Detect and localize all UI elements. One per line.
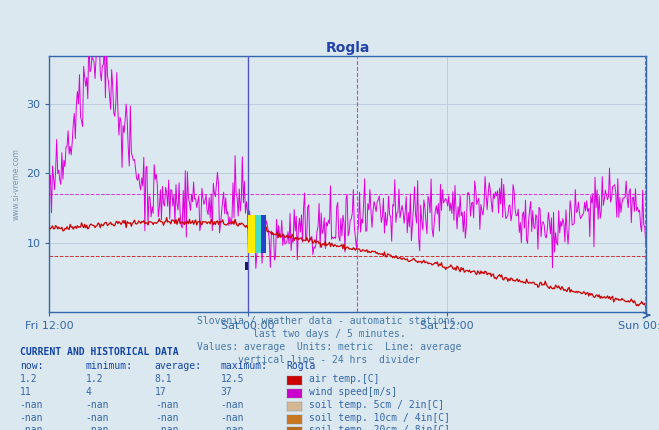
Title: Rogla: Rogla xyxy=(326,41,370,55)
Bar xyxy=(261,215,266,253)
Text: last two days / 5 minutes.: last two days / 5 minutes. xyxy=(253,329,406,339)
Text: Rogla: Rogla xyxy=(287,361,316,371)
Text: 37: 37 xyxy=(221,387,233,397)
Bar xyxy=(248,215,256,253)
Text: 4: 4 xyxy=(86,387,92,397)
Bar xyxy=(245,262,248,270)
Text: 1.2: 1.2 xyxy=(86,374,103,384)
Text: Slovenia / weather data - automatic stations.: Slovenia / weather data - automatic stat… xyxy=(197,316,462,326)
Text: 1.2: 1.2 xyxy=(20,374,38,384)
Text: -nan: -nan xyxy=(86,425,109,430)
Text: CURRENT AND HISTORICAL DATA: CURRENT AND HISTORICAL DATA xyxy=(20,347,179,357)
Text: vertical line - 24 hrs  divider: vertical line - 24 hrs divider xyxy=(239,355,420,365)
Text: -nan: -nan xyxy=(20,425,43,430)
Text: Values: average  Units: metric  Line: average: Values: average Units: metric Line: aver… xyxy=(197,342,462,352)
Text: minimum:: minimum: xyxy=(86,361,132,371)
Text: -nan: -nan xyxy=(221,425,244,430)
Text: wind speed[m/s]: wind speed[m/s] xyxy=(309,387,397,397)
Text: -nan: -nan xyxy=(221,399,244,410)
Text: soil temp. 10cm / 4in[C]: soil temp. 10cm / 4in[C] xyxy=(309,412,450,423)
Text: -nan: -nan xyxy=(86,399,109,410)
Text: 12.5: 12.5 xyxy=(221,374,244,384)
Text: 11: 11 xyxy=(20,387,32,397)
Text: -nan: -nan xyxy=(86,412,109,423)
Bar xyxy=(256,215,261,253)
Text: -nan: -nan xyxy=(20,399,43,410)
Text: 8.1: 8.1 xyxy=(155,374,173,384)
Text: -nan: -nan xyxy=(155,399,179,410)
Text: -nan: -nan xyxy=(20,412,43,423)
Text: 17: 17 xyxy=(155,387,167,397)
Text: -nan: -nan xyxy=(155,412,179,423)
Text: www.si-vreme.com: www.si-vreme.com xyxy=(12,148,21,220)
Text: average:: average: xyxy=(155,361,202,371)
Text: now:: now: xyxy=(20,361,43,371)
Text: maximum:: maximum: xyxy=(221,361,268,371)
Text: -nan: -nan xyxy=(155,425,179,430)
Text: -nan: -nan xyxy=(221,412,244,423)
Text: soil temp. 5cm / 2in[C]: soil temp. 5cm / 2in[C] xyxy=(309,399,444,410)
Text: soil temp. 20cm / 8in[C]: soil temp. 20cm / 8in[C] xyxy=(309,425,450,430)
Text: air temp.[C]: air temp.[C] xyxy=(309,374,380,384)
